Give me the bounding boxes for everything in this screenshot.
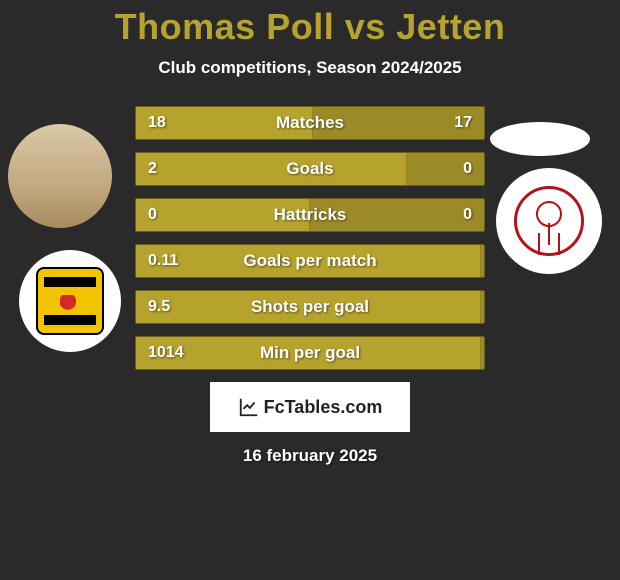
stat-value-left: 18	[148, 114, 166, 132]
stat-value-left: 2	[148, 160, 157, 178]
player2-avatar	[490, 122, 590, 156]
stat-label: Matches	[276, 113, 344, 133]
stat-row: 2 Goals 0	[135, 152, 485, 186]
stat-value-left: 0.11	[148, 252, 178, 270]
branding-badge[interactable]: FcTables.com	[210, 382, 410, 432]
stat-label: Goals	[286, 159, 333, 179]
date-text: 16 february 2025	[0, 446, 620, 466]
stat-row: 1014 Min per goal	[135, 336, 485, 370]
player1-club-logo	[19, 250, 121, 352]
stat-fill	[136, 153, 407, 185]
stat-row: 18 Matches 17	[135, 106, 485, 140]
player2-club-logo	[496, 168, 602, 274]
player1-name: Thomas Poll	[115, 6, 335, 47]
branding-text: FcTables.com	[264, 397, 383, 418]
stat-value-left: 1014	[148, 344, 184, 362]
cambuur-icon	[36, 267, 104, 335]
stat-value-right: 0	[463, 206, 472, 224]
page-title: Thomas Poll vs Jetten	[0, 6, 620, 48]
stat-label: Hattricks	[274, 205, 347, 225]
stats-bars: 18 Matches 17 2 Goals 0 0 Hattricks 0 0.11 Goals p…	[135, 106, 485, 370]
stat-value-left: 0	[148, 206, 157, 224]
stat-value-left: 9.5	[148, 298, 170, 316]
vs-text: vs	[345, 6, 386, 47]
stat-label: Shots per goal	[251, 297, 369, 317]
chart-icon	[238, 396, 260, 418]
stat-row: 9.5 Shots per goal	[135, 290, 485, 324]
player1-avatar	[8, 124, 112, 228]
stat-value-right: 0	[463, 160, 472, 178]
stat-value-right: 17	[454, 114, 472, 132]
ajax-icon	[514, 186, 584, 256]
stat-row: 0 Hattricks 0	[135, 198, 485, 232]
comparison-card: Thomas Poll vs Jetten Club competitions,…	[0, 0, 620, 580]
player2-name: Jetten	[396, 6, 505, 47]
subtitle: Club competitions, Season 2024/2025	[0, 58, 620, 78]
stat-label: Min per goal	[260, 343, 360, 363]
stat-row: 0.11 Goals per match	[135, 244, 485, 278]
stat-label: Goals per match	[243, 251, 376, 271]
